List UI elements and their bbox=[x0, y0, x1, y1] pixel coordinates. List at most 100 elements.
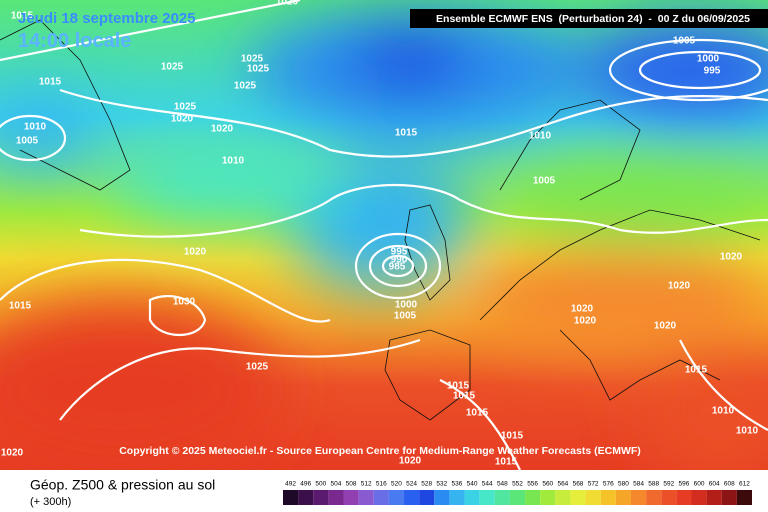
scale-label: 596 bbox=[678, 481, 689, 488]
isobar-label: 1000 bbox=[697, 54, 720, 65]
isobar-label: 1010 bbox=[529, 131, 552, 142]
scale-label: 572 bbox=[588, 481, 599, 488]
isobar-label: 995 bbox=[391, 247, 408, 258]
scale-label: 524 bbox=[406, 481, 417, 488]
scale-label: 576 bbox=[603, 481, 614, 488]
scale-label: 536 bbox=[452, 481, 463, 488]
isobar-label: 1015 bbox=[453, 391, 476, 402]
scale-swatch bbox=[404, 490, 420, 505]
scale-label: 556 bbox=[527, 481, 538, 488]
scale-swatch bbox=[298, 490, 314, 505]
scale-swatch bbox=[283, 490, 299, 505]
copyright: Copyright © 2025 Meteociel.fr - Source E… bbox=[119, 445, 641, 457]
scale-swatch bbox=[661, 490, 677, 505]
scale-swatch bbox=[676, 490, 692, 505]
isobar-label: 1020 bbox=[668, 281, 691, 292]
header: Ensemble ECMWF ENS (Perturbation 24) - 0… bbox=[436, 13, 750, 25]
scale-label: 544 bbox=[482, 481, 493, 488]
scale-label: 496 bbox=[300, 481, 311, 488]
coastlines bbox=[0, 19, 761, 421]
scale-swatch bbox=[328, 490, 344, 505]
scale-label: 560 bbox=[542, 481, 553, 488]
isobar-label: 1020 bbox=[171, 114, 194, 125]
scale-swatch bbox=[449, 490, 465, 505]
scale-label: 528 bbox=[421, 481, 432, 488]
scale-label: 504 bbox=[331, 481, 342, 488]
scale-swatch bbox=[464, 490, 480, 505]
isobar-label: 1005 bbox=[394, 311, 417, 322]
scale-swatch bbox=[706, 490, 722, 505]
isobar-label: 985 bbox=[389, 262, 406, 273]
scale-label: 508 bbox=[346, 481, 357, 488]
scale-swatch bbox=[494, 490, 510, 505]
isobar-label: 1015 bbox=[11, 11, 34, 22]
scale-swatch bbox=[434, 490, 450, 505]
scale-label: 588 bbox=[648, 481, 659, 488]
isobar-label: 1020 bbox=[399, 456, 422, 467]
isobar-label: 1000 bbox=[395, 300, 418, 311]
isobar-label: 1020 bbox=[654, 321, 677, 332]
isobar-label: 1010 bbox=[712, 406, 735, 417]
isobar-label: 990 bbox=[391, 255, 408, 266]
legend-lead: (+ 300h) bbox=[30, 496, 71, 508]
color-scale: 492 496 500 504 508 512 516 520 524 528 532 536 540 5… bbox=[283, 481, 752, 505]
scale-swatch bbox=[313, 490, 329, 505]
isobar-label: 1015 bbox=[495, 457, 518, 468]
isobar-label: 1005 bbox=[16, 136, 39, 147]
scale-label: 520 bbox=[391, 481, 402, 488]
forecast-date: Jeudi 18 septembre 2025 bbox=[18, 10, 196, 27]
scale-label: 500 bbox=[315, 481, 326, 488]
scale-swatch bbox=[721, 490, 737, 505]
isobar-label: 1020 bbox=[211, 124, 234, 135]
isobar-label: 1020 bbox=[574, 316, 597, 327]
isobars bbox=[0, 0, 768, 470]
scale-swatch bbox=[509, 490, 526, 505]
isobar-label: 1020 bbox=[571, 304, 594, 315]
scale-label: 512 bbox=[361, 481, 372, 488]
scale-swatch bbox=[615, 490, 631, 505]
scale-label: 564 bbox=[557, 481, 568, 488]
scale-swatch bbox=[600, 490, 616, 505]
isobar-label: 1020 bbox=[276, 0, 299, 8]
isobar-label: 1005 bbox=[673, 36, 696, 47]
scale-swatch bbox=[373, 490, 389, 505]
isobar-label: 1015 bbox=[466, 408, 489, 419]
scale-label: 548 bbox=[497, 481, 508, 488]
isobar-label: 1025 bbox=[246, 362, 269, 373]
scale-swatch bbox=[736, 490, 752, 505]
scale-swatch bbox=[343, 490, 359, 505]
isobar-label: 1015 bbox=[39, 77, 62, 88]
isobar-label: 1025 bbox=[247, 64, 270, 75]
scale-label: 608 bbox=[724, 481, 735, 488]
scale-swatch bbox=[388, 490, 405, 505]
scale-swatch bbox=[555, 490, 571, 505]
scale-label: 600 bbox=[694, 481, 705, 488]
isobar-label: 1015 bbox=[395, 128, 418, 139]
isobar-label: 1005 bbox=[533, 176, 556, 187]
scale-label: 592 bbox=[663, 481, 674, 488]
scale-label: 492 bbox=[285, 481, 296, 488]
header-box bbox=[410, 9, 768, 28]
isobar-label: 1025 bbox=[234, 81, 257, 92]
isobar-label: 1015 bbox=[9, 301, 32, 312]
scale-label: 516 bbox=[376, 481, 387, 488]
isobar-label: 1020 bbox=[720, 252, 743, 263]
isobar-label: 1025 bbox=[174, 102, 197, 113]
isobar-label: 1015 bbox=[501, 431, 524, 442]
isobar-label: 1025 bbox=[241, 54, 264, 65]
scale-swatch bbox=[358, 490, 374, 505]
isobar-labels: 1020101510151025102510251025102510201020… bbox=[1, 0, 759, 468]
scale-swatch bbox=[419, 490, 435, 505]
scale-label: 540 bbox=[467, 481, 478, 488]
isobar-label: 1030 bbox=[173, 297, 196, 308]
scale-label: 584 bbox=[633, 481, 644, 488]
scale-swatch bbox=[570, 490, 586, 505]
scale-label: 532 bbox=[436, 481, 447, 488]
isobar-label: 1010 bbox=[222, 156, 245, 167]
scale-swatch bbox=[479, 490, 495, 505]
legend-title: Géop. Z500 & pression au sol bbox=[30, 477, 215, 493]
isobar-label: 1010 bbox=[736, 426, 759, 437]
scale-label: 604 bbox=[709, 481, 720, 488]
scale-swatch bbox=[585, 490, 601, 505]
